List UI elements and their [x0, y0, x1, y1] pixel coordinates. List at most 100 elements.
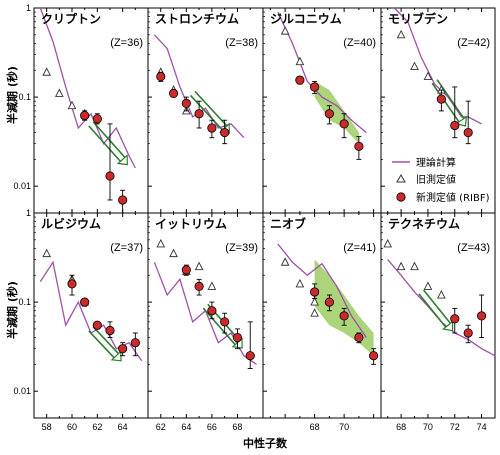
old-measurement-point [169, 248, 178, 258]
panel-atomic-number: (Z=36) [110, 37, 143, 49]
theory-line [387, 259, 496, 357]
trend-arrow-line [92, 326, 120, 355]
x-tick-label: 70 [339, 422, 349, 432]
old-measurement-point [310, 297, 319, 306]
x-axis-title: 中性子数 [243, 436, 288, 450]
panel-7: 68 70 72 74 テクネチウム (Z=43) [380, 212, 496, 432]
old-measurement-point [295, 278, 305, 288]
old-measurement-point [410, 61, 419, 71]
theory-line [277, 11, 367, 133]
panel-element-name: ジルコニウム [270, 12, 342, 26]
new-measurement-point [354, 141, 364, 151]
x-tick-label: 68 [310, 422, 320, 432]
new-measurement-point [310, 287, 320, 297]
model-range-band [314, 81, 359, 144]
y-axis-title-top: 半減期 (秒) [5, 66, 19, 124]
old-measurement-point [423, 71, 433, 81]
panel-atomic-number: (Z=43) [457, 242, 490, 254]
panel-element-name: テクネチウム [388, 217, 460, 231]
new-measurement-point [220, 317, 230, 327]
new-measurement-point [181, 98, 191, 108]
old-measurement-point [156, 238, 166, 248]
panel-4: 1 0.1 0.01 58 60 62 64 ルビジウム (Z=37) [13, 208, 149, 432]
panel-atomic-number: (Z=42) [457, 37, 490, 49]
trend-arrow-line [202, 307, 236, 346]
panel-2: ジルコニウム(Z=40) [262, 7, 382, 214]
panel-atomic-number: (Z=39) [225, 242, 258, 254]
new-measurement-point [450, 314, 460, 324]
new-measurement-point [324, 297, 334, 307]
legend-old-label: 旧測定値 [416, 173, 456, 186]
old-measurement-point [280, 26, 290, 35]
x-tick-label: 66 [207, 422, 217, 432]
trend-arrow-line [194, 90, 228, 127]
old-measurement-point [295, 56, 305, 66]
theory-line [39, 260, 143, 362]
y-axis-title-bottom: 半減期 (秒) [5, 281, 19, 339]
panel-atomic-number: (Z=38) [225, 37, 258, 49]
new-measurement-point [476, 311, 487, 321]
x-tick-label: 70 [423, 422, 433, 432]
y-tick-label: 0.01 [13, 181, 31, 191]
old-measurement-point [207, 281, 217, 290]
x-tick-label: 68 [396, 422, 406, 432]
old-measurement-point [396, 29, 406, 39]
x-tick-label: 62 [92, 422, 102, 432]
old-measurement-point [423, 281, 433, 290]
panel-atomic-number: (Z=41) [343, 242, 376, 254]
legend-theory-label: 理論計算 [416, 156, 456, 169]
panel-5: 62 64 66 68 イットリウム (Z=39) [147, 212, 264, 432]
legend-new-swatch [396, 192, 406, 202]
x-tick-label: 60 [67, 422, 77, 432]
trend-arrow-line [189, 94, 224, 131]
new-measurement-point [80, 110, 90, 121]
panel-element-name: モリブデン [388, 11, 448, 26]
trend-arrow-line [88, 330, 115, 359]
new-measurement-point [324, 109, 334, 119]
new-measurement-point [168, 88, 179, 99]
new-measurement-point [105, 325, 115, 336]
old-measurement-point [42, 248, 52, 258]
new-measurement-point [118, 344, 128, 354]
y-tick-label: 0.1 [18, 92, 31, 102]
new-measurement-point [105, 171, 115, 181]
new-measurement-point [463, 127, 473, 138]
panel-element-name: ストロンチウム [155, 12, 239, 26]
panel-element-name: ニオブ [270, 216, 306, 231]
new-measurement-point [207, 306, 217, 316]
x-tick-label: 58 [42, 422, 52, 432]
legend-old-swatch [396, 173, 406, 183]
trend-arrow-line [92, 121, 126, 158]
panel-0: 1 0.1 0.01 クリプトン (Z=36) [13, 3, 149, 214]
panel-element-name: ルビジウム [41, 216, 101, 231]
panel-frame [380, 212, 496, 419]
theory-line [153, 262, 257, 365]
panel-element-name: イットリウム [155, 217, 227, 231]
panel-6: 68 70 ニオブ (Z=41) [262, 212, 382, 432]
trend-arrow-head [110, 350, 122, 362]
new-measurement-point [67, 279, 77, 289]
theory-line [277, 243, 367, 338]
new-measurement-point [339, 119, 349, 129]
panel-grid: 10.10.01クリプトン(Z=36)ストロンチウム(Z=38)ジルコニウム(Z… [13, 3, 496, 432]
trend-arrow-head [116, 154, 128, 166]
new-measurement-point [181, 265, 191, 275]
x-tick-label: 64 [181, 422, 191, 432]
x-tick-label: 74 [477, 422, 487, 432]
x-tick-label: 72 [450, 422, 460, 432]
panel-atomic-number: (Z=37) [110, 242, 143, 254]
new-measurement-point [310, 82, 320, 92]
y-tick-label: 1 [26, 208, 31, 218]
trend-arrow-head [442, 320, 454, 332]
trend-arrow-line [418, 293, 447, 328]
old-measurement-point [194, 261, 204, 271]
legend: 理論計算 旧測定値 新測定値 (RIBF) [392, 156, 490, 204]
y-tick-label: 1 [26, 3, 31, 13]
new-measurement-point [80, 297, 90, 307]
new-measurement-point [436, 94, 446, 104]
old-measurement-point [396, 261, 406, 271]
old-measurement-point [383, 238, 393, 248]
panel-1: ストロンチウム (Z=38) [147, 7, 264, 214]
new-measurement-point [194, 109, 204, 119]
